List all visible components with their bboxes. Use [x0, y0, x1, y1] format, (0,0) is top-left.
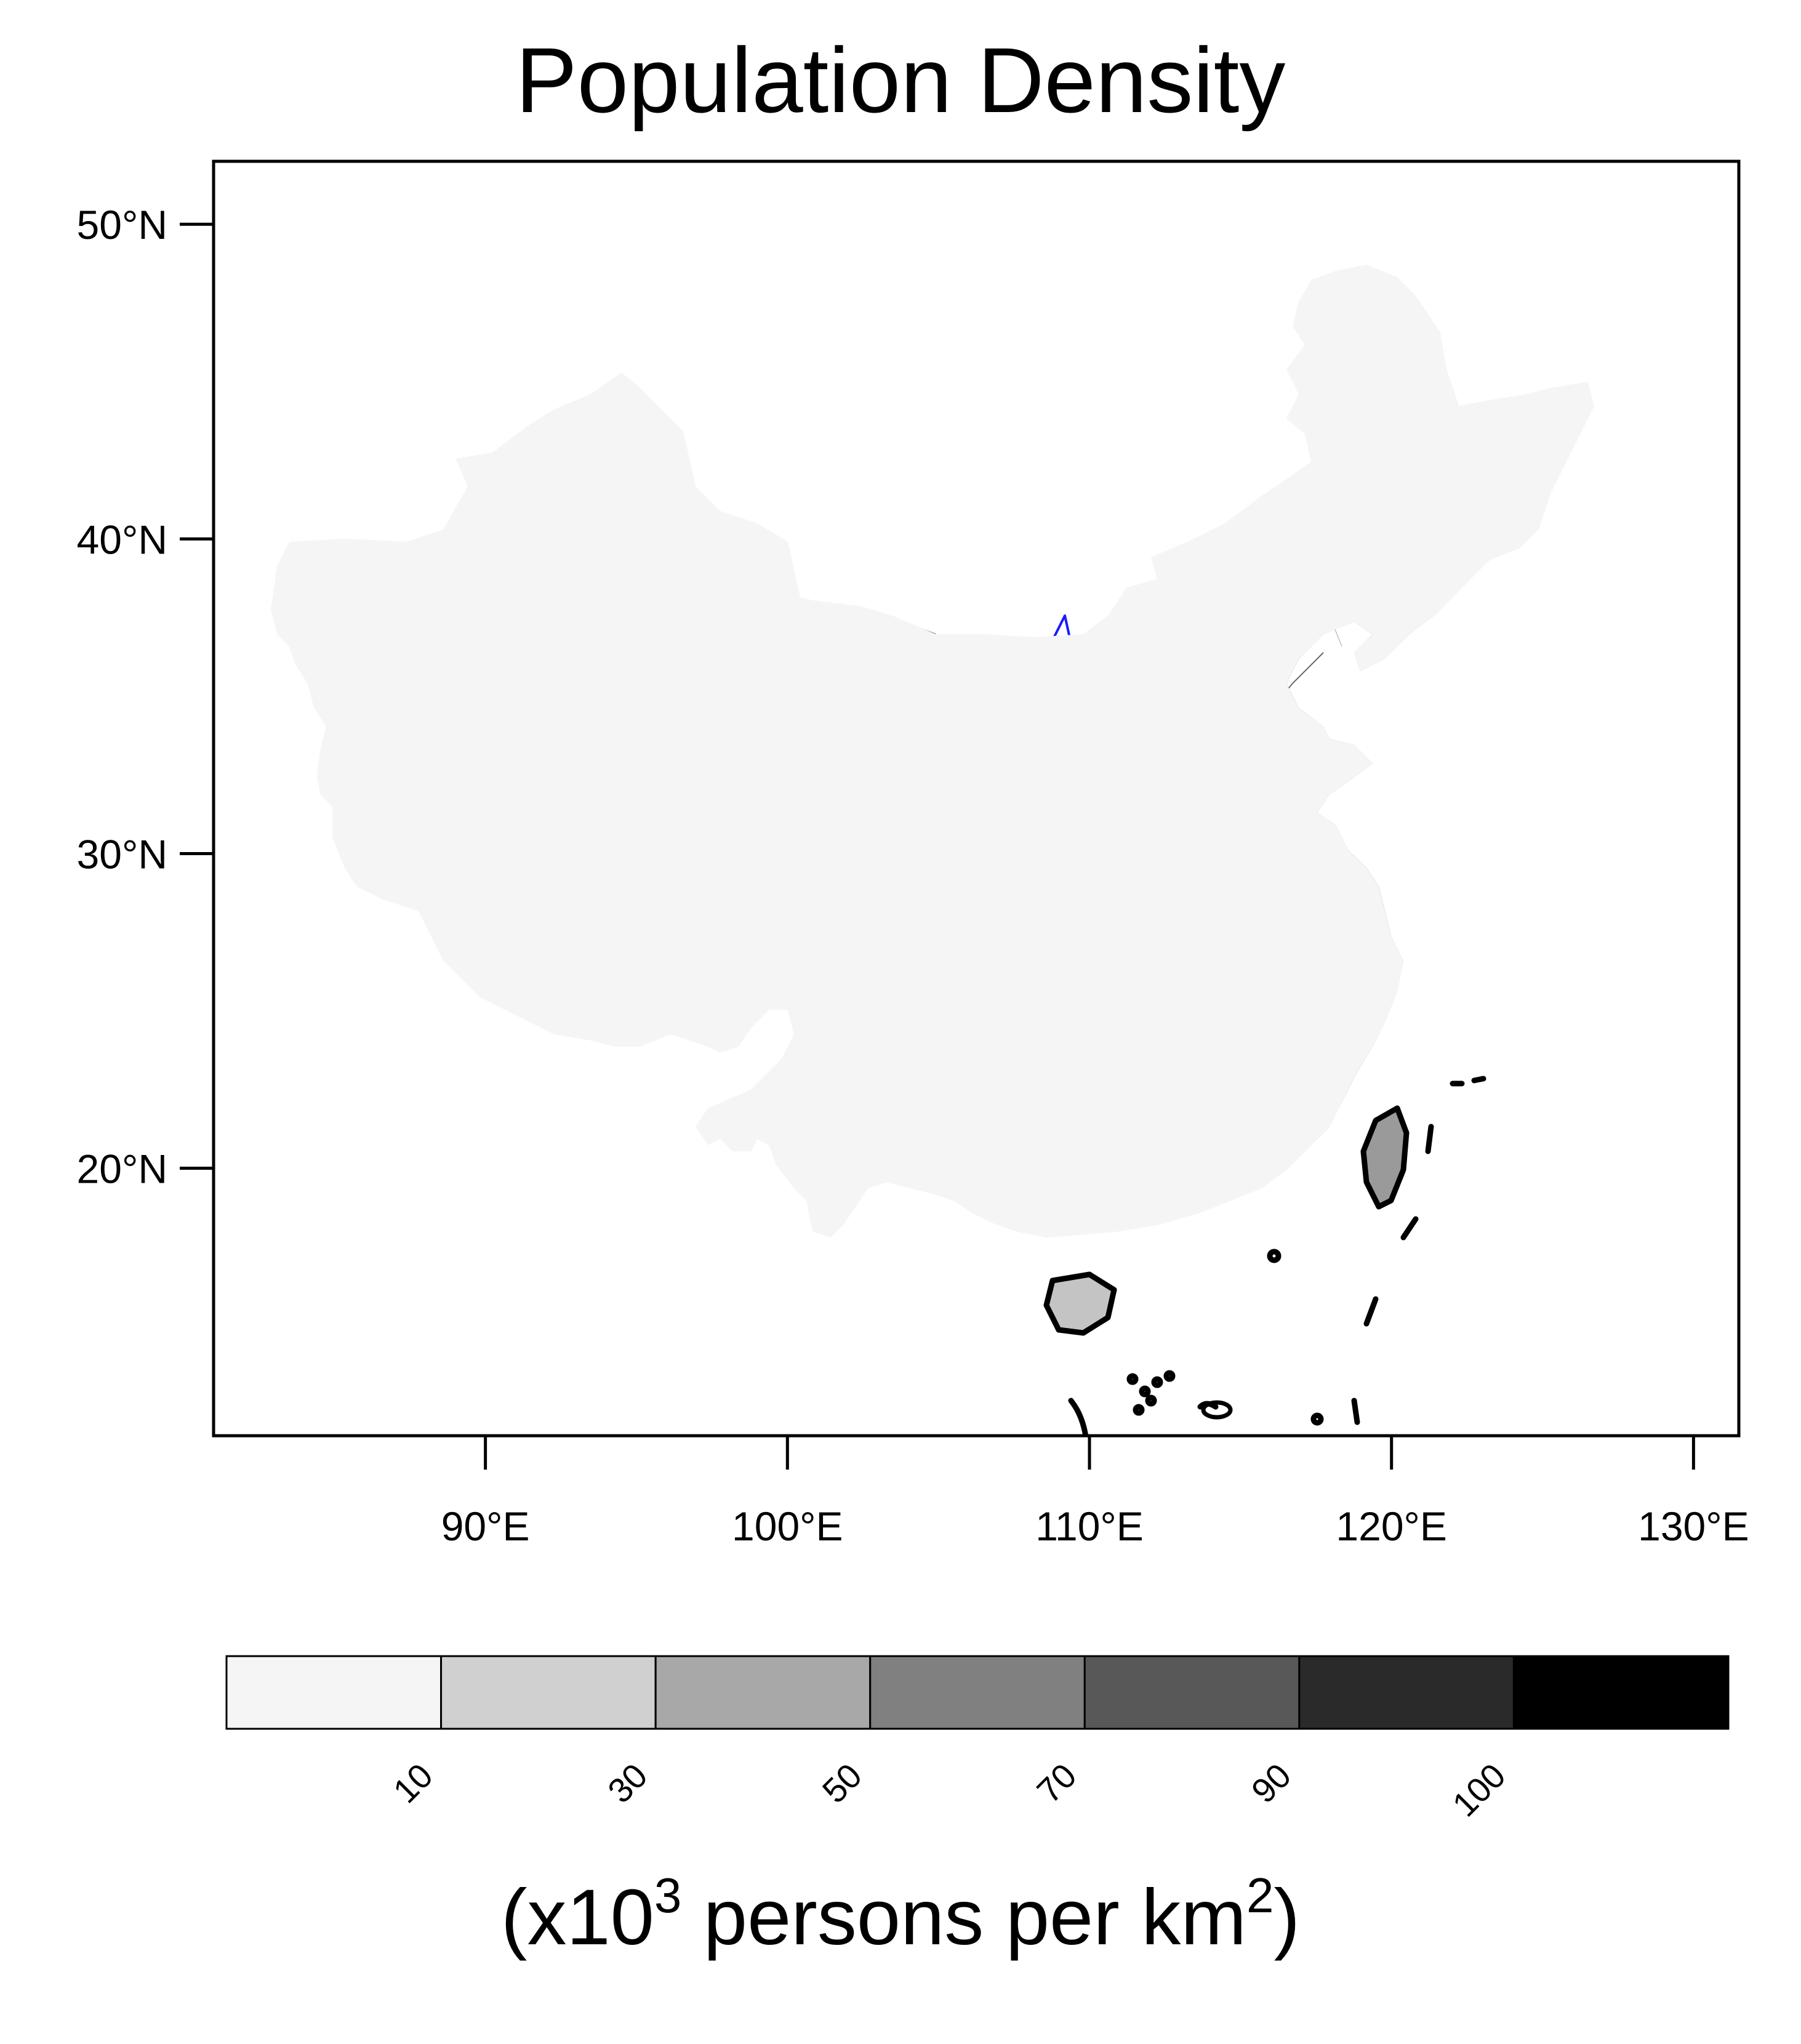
colorbar-bin-1 — [440, 1655, 657, 1730]
lat-tick-label-0: 50°N — [77, 202, 167, 247]
colorbar-label-1: 30 — [600, 1756, 655, 1811]
colorbar-label-5: 100 — [1445, 1756, 1513, 1824]
colorbar-bin-5 — [1298, 1655, 1515, 1730]
colorbar-label-0: 10 — [385, 1756, 440, 1811]
lon-tick-label-3: 120°E — [1336, 1503, 1447, 1549]
colorbar-label-4: 90 — [1244, 1756, 1299, 1811]
latitude-axis: 50°N 40°N 30°N 20°N — [77, 202, 214, 1192]
longitude-axis: 90°E 100°E 110°E 120°E 130°E — [441, 1436, 1749, 1549]
map-title: Population Density — [515, 28, 1286, 132]
colorbar-label-2: 50 — [815, 1756, 870, 1811]
colorbar-label-3: 70 — [1029, 1756, 1084, 1811]
lon-tick-label-4: 130°E — [1638, 1503, 1749, 1549]
colorbar-bin-2 — [654, 1655, 872, 1730]
taiwan — [1360, 1105, 1410, 1210]
lon-tick-label-0: 90°E — [441, 1503, 530, 1549]
hainan — [1043, 1271, 1117, 1336]
lat-tick-label-2: 30°N — [77, 831, 167, 877]
south-china-sea-islands — [1068, 1076, 1486, 1436]
lon-tick-label-1: 100°E — [732, 1503, 843, 1549]
colorbar-bin-6 — [1512, 1655, 1730, 1730]
colorbar-bin-0 — [225, 1655, 443, 1730]
colorbar-units-label: (x103 persons per km2) — [500, 1868, 1301, 1962]
colorbar: 10 30 50 70 90 100 — [225, 1655, 1730, 1824]
lon-tick-label-2: 110°E — [1035, 1503, 1144, 1549]
colorbar-bin-3 — [869, 1655, 1086, 1730]
lat-tick-label-3: 20°N — [77, 1146, 167, 1192]
lat-tick-label-1: 40°N — [77, 517, 167, 562]
colorbar-bin-4 — [1083, 1655, 1301, 1730]
